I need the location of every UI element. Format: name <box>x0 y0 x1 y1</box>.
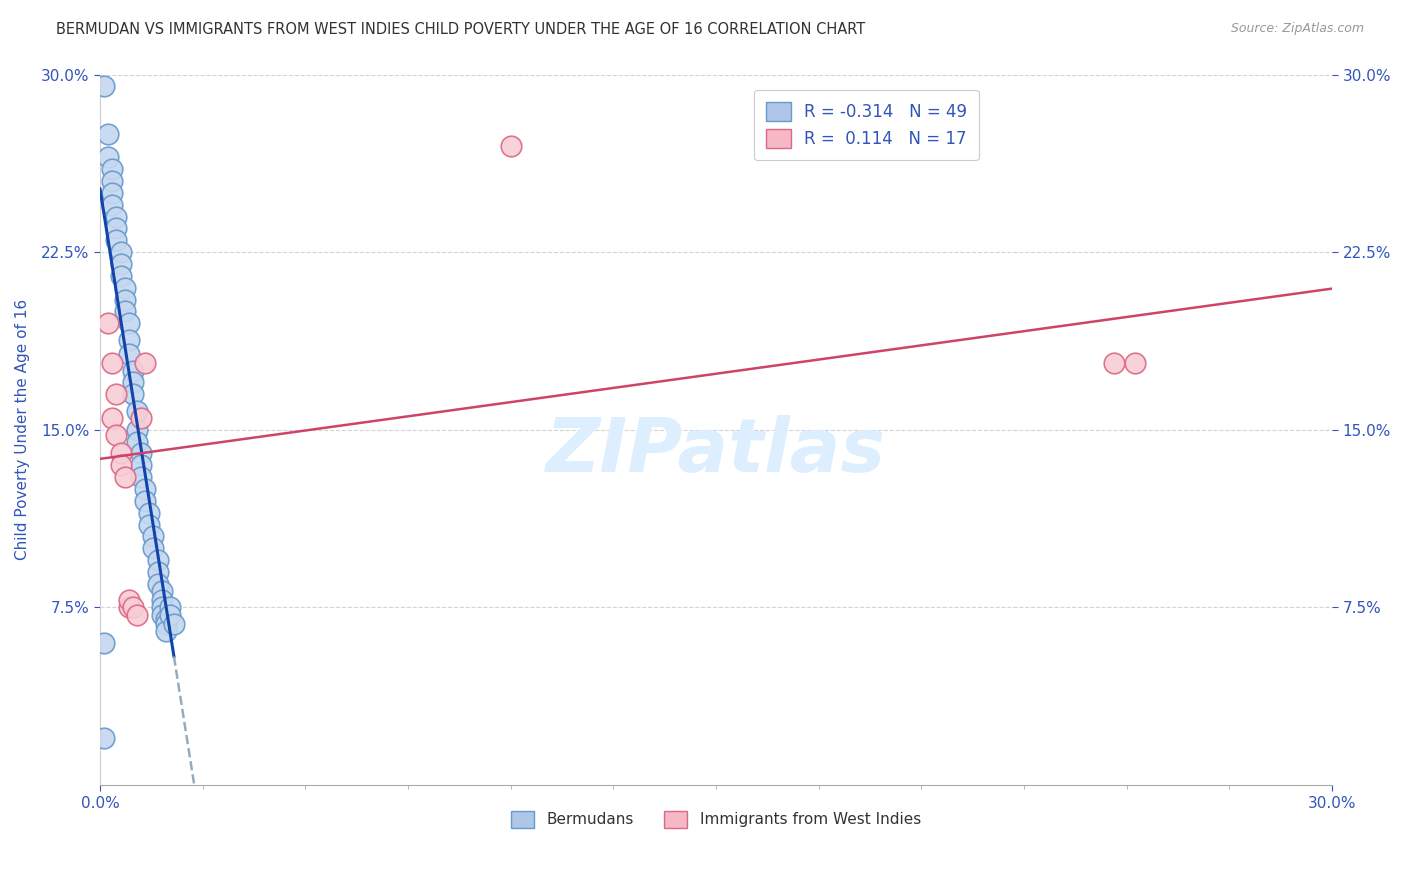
Point <box>134 356 156 370</box>
Point <box>155 617 177 632</box>
Point <box>114 470 136 484</box>
Point <box>101 174 124 188</box>
Point <box>110 268 132 283</box>
Point <box>150 607 173 622</box>
Point <box>118 600 141 615</box>
Point <box>101 162 124 177</box>
Point <box>110 446 132 460</box>
Point <box>159 600 181 615</box>
Point <box>499 138 522 153</box>
Point <box>1123 356 1146 370</box>
Point <box>105 210 128 224</box>
Point <box>122 600 145 615</box>
Point <box>105 233 128 247</box>
Point <box>118 316 141 330</box>
Text: Source: ZipAtlas.com: Source: ZipAtlas.com <box>1230 22 1364 36</box>
Point <box>125 607 148 622</box>
Y-axis label: Child Poverty Under the Age of 16: Child Poverty Under the Age of 16 <box>15 299 30 560</box>
Point <box>118 593 141 607</box>
Point <box>93 731 115 745</box>
Point <box>97 127 120 141</box>
Point <box>122 363 145 377</box>
Point <box>134 494 156 508</box>
Point <box>134 482 156 496</box>
Point <box>129 411 152 425</box>
Point <box>110 458 132 473</box>
Point <box>159 607 181 622</box>
Point <box>114 293 136 307</box>
Point <box>146 553 169 567</box>
Point <box>101 198 124 212</box>
Point <box>114 304 136 318</box>
Point <box>150 583 173 598</box>
Point <box>138 517 160 532</box>
Point <box>138 506 160 520</box>
Point <box>146 576 169 591</box>
Point <box>155 624 177 639</box>
Text: BERMUDAN VS IMMIGRANTS FROM WEST INDIES CHILD POVERTY UNDER THE AGE OF 16 CORREL: BERMUDAN VS IMMIGRANTS FROM WEST INDIES … <box>56 22 866 37</box>
Point <box>142 529 165 543</box>
Point <box>129 458 152 473</box>
Point <box>105 221 128 235</box>
Point <box>97 150 120 164</box>
Point <box>129 446 152 460</box>
Point <box>122 387 145 401</box>
Point <box>101 411 124 425</box>
Point <box>93 79 115 94</box>
Point <box>150 593 173 607</box>
Point <box>125 434 148 449</box>
Point <box>125 423 148 437</box>
Legend: Bermudans, Immigrants from West Indies: Bermudans, Immigrants from West Indies <box>505 805 927 834</box>
Point <box>101 356 124 370</box>
Point <box>118 333 141 347</box>
Point <box>163 617 186 632</box>
Point <box>101 186 124 200</box>
Point <box>93 636 115 650</box>
Point <box>129 470 152 484</box>
Point <box>1104 356 1126 370</box>
Point <box>97 316 120 330</box>
Point <box>150 600 173 615</box>
Point <box>105 387 128 401</box>
Point <box>146 565 169 579</box>
Point <box>118 347 141 361</box>
Point <box>105 427 128 442</box>
Point <box>122 376 145 390</box>
Point <box>110 257 132 271</box>
Text: ZIPatlas: ZIPatlas <box>546 415 886 488</box>
Point <box>110 245 132 260</box>
Point <box>114 281 136 295</box>
Point <box>155 612 177 626</box>
Point <box>125 404 148 418</box>
Point <box>142 541 165 556</box>
